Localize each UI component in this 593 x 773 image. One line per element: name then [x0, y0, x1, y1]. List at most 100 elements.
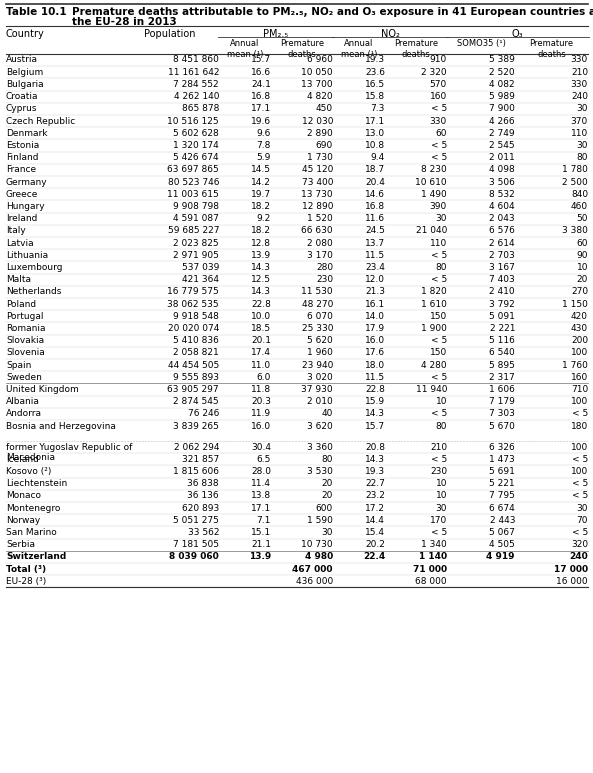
Text: 37 930: 37 930: [301, 385, 333, 394]
Text: 3 020: 3 020: [307, 373, 333, 382]
Text: Norway: Norway: [6, 516, 40, 525]
Text: Netherlands: Netherlands: [6, 288, 61, 296]
Text: 160: 160: [430, 92, 447, 101]
Text: 8 451 860: 8 451 860: [173, 56, 219, 64]
Text: 12.5: 12.5: [251, 275, 271, 284]
Text: 20 020 074: 20 020 074: [168, 324, 219, 333]
Text: 15.1: 15.1: [251, 528, 271, 537]
Text: 9.6: 9.6: [257, 128, 271, 138]
Text: 2 443: 2 443: [489, 516, 515, 525]
Text: Malta: Malta: [6, 275, 31, 284]
Text: France: France: [6, 165, 36, 174]
Text: 63 905 297: 63 905 297: [167, 385, 219, 394]
Text: < 5: < 5: [572, 409, 588, 418]
Text: 5 389: 5 389: [489, 56, 515, 64]
Text: 9 918 548: 9 918 548: [173, 312, 219, 321]
Text: 12.0: 12.0: [365, 275, 385, 284]
Text: < 5: < 5: [431, 275, 447, 284]
Text: Premature
deaths: Premature deaths: [394, 39, 438, 59]
Text: 3 530: 3 530: [307, 467, 333, 476]
Text: 22.8: 22.8: [365, 385, 385, 394]
Text: 24.5: 24.5: [365, 226, 385, 235]
Text: 2 703: 2 703: [489, 250, 515, 260]
Text: < 5: < 5: [431, 104, 447, 114]
Text: 60: 60: [435, 128, 447, 138]
Text: 7 403: 7 403: [489, 275, 515, 284]
Text: 16.6: 16.6: [251, 68, 271, 77]
Text: Germany: Germany: [6, 178, 47, 186]
Text: 11.0: 11.0: [251, 360, 271, 369]
Text: 15.4: 15.4: [365, 528, 385, 537]
Text: Sweden: Sweden: [6, 373, 42, 382]
Text: 5 895: 5 895: [489, 360, 515, 369]
Text: 12 890: 12 890: [301, 202, 333, 211]
Text: 840: 840: [571, 189, 588, 199]
Text: 2 221: 2 221: [489, 324, 515, 333]
Text: 5 691: 5 691: [489, 467, 515, 476]
Text: 450: 450: [316, 104, 333, 114]
Text: 4 604: 4 604: [489, 202, 515, 211]
Text: Kosovo (²): Kosovo (²): [6, 467, 52, 476]
Text: 13.9: 13.9: [248, 552, 271, 561]
Text: 21 040: 21 040: [416, 226, 447, 235]
Text: 15.7: 15.7: [365, 421, 385, 431]
Text: 11.9: 11.9: [251, 409, 271, 418]
Text: 12 030: 12 030: [301, 117, 333, 125]
Text: 80: 80: [435, 421, 447, 431]
Text: 3 167: 3 167: [489, 263, 515, 272]
Text: 4 262 140: 4 262 140: [174, 92, 219, 101]
Text: 865 878: 865 878: [181, 104, 219, 114]
Text: 66 630: 66 630: [301, 226, 333, 235]
Text: 1 490: 1 490: [421, 189, 447, 199]
Text: Lithuania: Lithuania: [6, 250, 48, 260]
Text: 4 591 087: 4 591 087: [173, 214, 219, 223]
Text: 100: 100: [570, 467, 588, 476]
Text: 40: 40: [321, 409, 333, 418]
Text: Austria: Austria: [6, 56, 38, 64]
Text: 3 360: 3 360: [307, 442, 333, 451]
Text: 430: 430: [571, 324, 588, 333]
Text: 3 506: 3 506: [489, 178, 515, 186]
Text: 690: 690: [315, 141, 333, 150]
Text: 2 062 294: 2 062 294: [174, 442, 219, 451]
Text: 22.4: 22.4: [363, 552, 385, 561]
Text: 11 530: 11 530: [301, 288, 333, 296]
Text: Slovenia: Slovenia: [6, 349, 44, 357]
Text: 14.3: 14.3: [251, 288, 271, 296]
Text: 110: 110: [430, 239, 447, 247]
Text: 18.2: 18.2: [251, 202, 271, 211]
Text: 5 221: 5 221: [489, 479, 515, 488]
Text: 20.1: 20.1: [251, 336, 271, 345]
Text: 59 685 227: 59 685 227: [167, 226, 219, 235]
Text: 18.5: 18.5: [251, 324, 271, 333]
Text: 1 340: 1 340: [421, 540, 447, 549]
Text: 23.6: 23.6: [365, 68, 385, 77]
Text: 14.3: 14.3: [365, 455, 385, 464]
Text: 7.1: 7.1: [257, 516, 271, 525]
Text: 73 400: 73 400: [301, 178, 333, 186]
Text: 16.8: 16.8: [365, 202, 385, 211]
Text: 5 051 275: 5 051 275: [173, 516, 219, 525]
Text: 17.2: 17.2: [365, 503, 385, 512]
Text: 20: 20: [321, 479, 333, 488]
Text: 390: 390: [430, 202, 447, 211]
Text: 5 067: 5 067: [489, 528, 515, 537]
Text: 6 960: 6 960: [307, 56, 333, 64]
Text: 6.0: 6.0: [257, 373, 271, 382]
Text: 3 839 265: 3 839 265: [173, 421, 219, 431]
Text: 15.9: 15.9: [365, 397, 385, 406]
Text: < 5: < 5: [431, 336, 447, 345]
Text: 13.8: 13.8: [251, 492, 271, 500]
Text: 18.7: 18.7: [365, 165, 385, 174]
Text: 14.3: 14.3: [251, 263, 271, 272]
Text: 4 098: 4 098: [489, 165, 515, 174]
Text: 5 620: 5 620: [307, 336, 333, 345]
Text: 20.2: 20.2: [365, 540, 385, 549]
Text: 7 181 505: 7 181 505: [173, 540, 219, 549]
Text: 240: 240: [569, 552, 588, 561]
Text: 7 900: 7 900: [489, 104, 515, 114]
Text: < 5: < 5: [431, 455, 447, 464]
Text: 8 039 060: 8 039 060: [169, 552, 219, 561]
Text: Total (³): Total (³): [6, 564, 46, 574]
Text: 2 890: 2 890: [307, 128, 333, 138]
